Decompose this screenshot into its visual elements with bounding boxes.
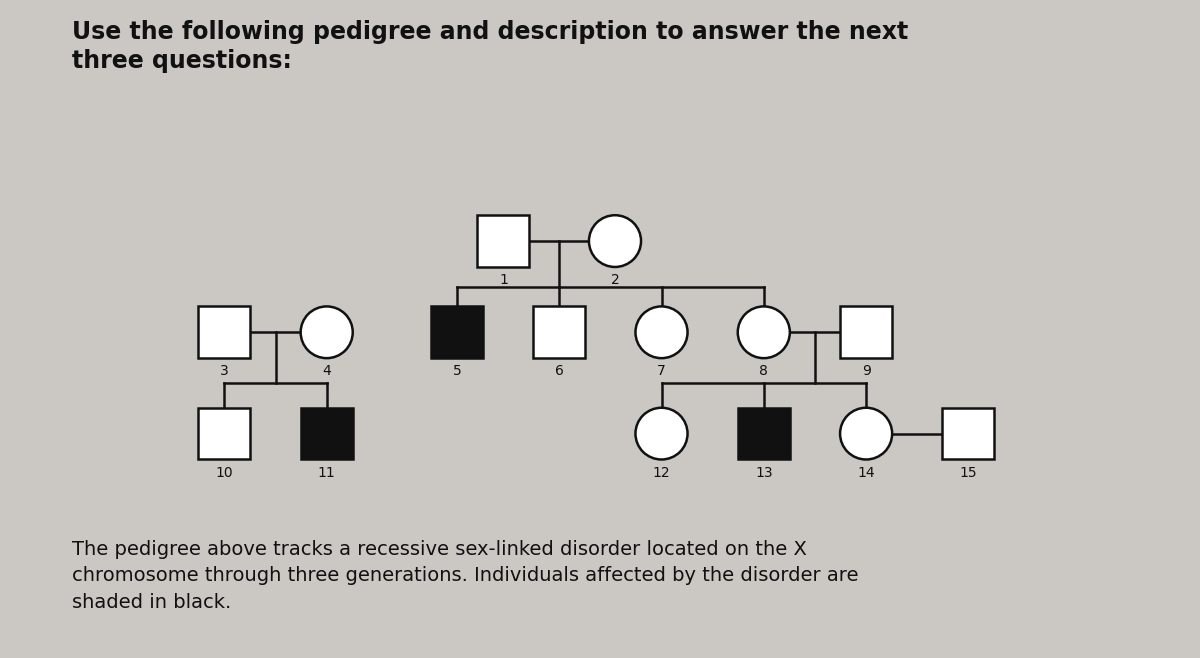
- Text: 15: 15: [960, 466, 977, 480]
- Text: 7: 7: [658, 365, 666, 378]
- FancyBboxPatch shape: [198, 408, 251, 459]
- FancyBboxPatch shape: [942, 408, 995, 459]
- Text: 4: 4: [323, 365, 331, 378]
- Text: 14: 14: [857, 466, 875, 480]
- Text: 12: 12: [653, 466, 671, 480]
- FancyBboxPatch shape: [478, 215, 529, 267]
- Text: The pedigree above tracks a recessive sex-linked disorder located on the X
chrom: The pedigree above tracks a recessive se…: [72, 540, 858, 611]
- Ellipse shape: [636, 307, 688, 358]
- FancyBboxPatch shape: [198, 307, 251, 358]
- Ellipse shape: [840, 408, 892, 459]
- Text: 2: 2: [611, 273, 619, 287]
- FancyBboxPatch shape: [301, 408, 353, 459]
- Text: 9: 9: [862, 365, 870, 378]
- FancyBboxPatch shape: [431, 307, 482, 358]
- Text: 8: 8: [760, 365, 768, 378]
- FancyBboxPatch shape: [533, 307, 586, 358]
- Text: 5: 5: [452, 365, 461, 378]
- Ellipse shape: [589, 215, 641, 267]
- Ellipse shape: [636, 408, 688, 459]
- Text: 6: 6: [554, 365, 564, 378]
- Text: 10: 10: [216, 466, 233, 480]
- Ellipse shape: [301, 307, 353, 358]
- Ellipse shape: [738, 307, 790, 358]
- Text: 3: 3: [220, 365, 229, 378]
- FancyBboxPatch shape: [840, 307, 892, 358]
- FancyBboxPatch shape: [738, 408, 790, 459]
- Text: Use the following pedigree and description to answer the next
three questions:: Use the following pedigree and descripti…: [72, 20, 908, 74]
- Text: 1: 1: [499, 273, 508, 287]
- Text: 13: 13: [755, 466, 773, 480]
- Text: 11: 11: [318, 466, 336, 480]
